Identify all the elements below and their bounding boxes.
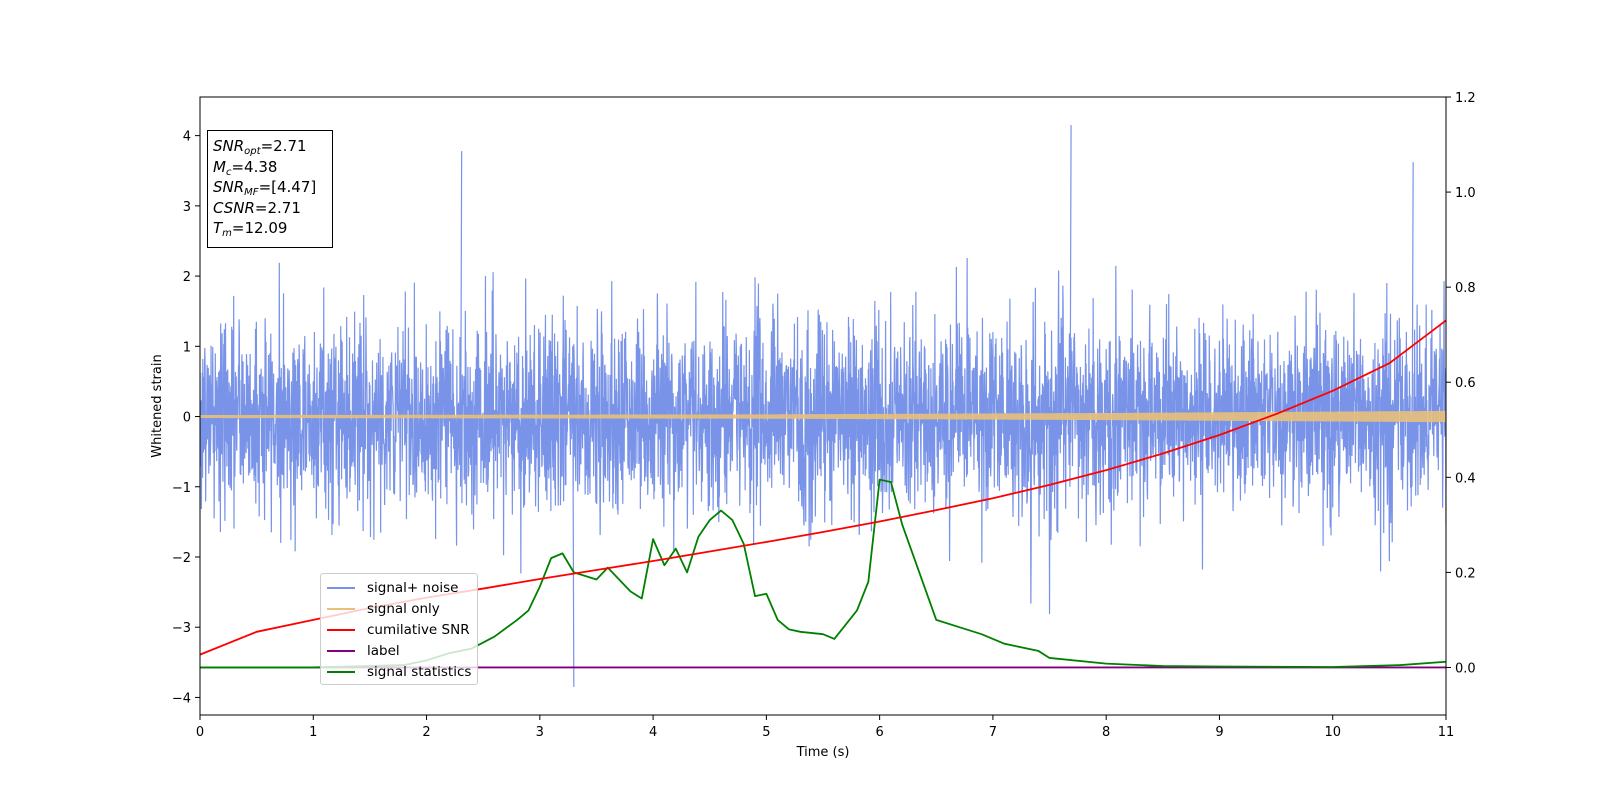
ticks-layer: 0 1 2 3 4 5 6 7 8 9 10 11 −4 −3 −2 −1 0 1 2 3 4 0.0 0.2 0.4 0.6 0… [172, 91, 1476, 740]
x-tick-label: 0 [196, 725, 204, 740]
y2-tick-label: 0.2 [1455, 566, 1476, 581]
legend-entry-cumulative-snr: cumilative SNR [327, 620, 477, 641]
stats-snr-opt: SNRopt=2.71 [213, 137, 307, 157]
legend-label: signal statistics [367, 663, 472, 680]
legend-entry-signal-noise: signal+ noise [327, 578, 477, 599]
y2-tick-label: 1.0 [1455, 186, 1476, 201]
x-tick-label: 7 [989, 725, 997, 740]
legend-entry-signal-only: signal only [327, 599, 477, 620]
legend-swatch [327, 587, 355, 590]
series-signal-only [200, 410, 1446, 423]
x-axis-label: Time (s) [796, 745, 850, 760]
y-tick-label: −2 [172, 551, 191, 566]
legend-swatch [327, 608, 355, 611]
y2-tick-label: 1.2 [1455, 91, 1476, 106]
stats-mc: Mc=4.38 [213, 157, 278, 178]
x-tick-label: 5 [762, 725, 770, 740]
legend-entry-signal-statistics: signal statistics [327, 661, 477, 682]
stats-tm: Tm=12.09 [213, 219, 288, 239]
x-tick-label: 11 [1438, 725, 1455, 740]
y-axis-label: Whitened strain [150, 354, 165, 457]
legend: signal+ noise signal only cumilative SNR… [320, 573, 478, 685]
x-tick-label: 2 [422, 725, 430, 740]
y2-tick-label: 0.6 [1455, 376, 1476, 391]
legend-label: label [367, 642, 400, 659]
legend-swatch [327, 670, 355, 673]
x-tick-label: 9 [1215, 725, 1223, 740]
y-tick-label: 3 [183, 200, 191, 215]
stats-csnr: CSNR=2.71 [213, 198, 301, 217]
y-tick-label: 2 [183, 270, 191, 285]
series-signal-noise [200, 125, 1446, 687]
x-tick-label: 4 [649, 725, 657, 740]
y-tick-label: −3 [172, 621, 191, 636]
y2-tick-label: 0.0 [1455, 661, 1476, 676]
legend-label: cumilative SNR [367, 621, 470, 638]
series-signal-statistics [200, 478, 1446, 669]
y-tick-label: −1 [172, 481, 191, 496]
x-tick-label: 8 [1102, 725, 1110, 740]
x-tick-label: 3 [536, 725, 544, 740]
x-tick-label: 10 [1324, 725, 1341, 740]
y2-tick-label: 0.8 [1455, 281, 1476, 296]
legend-label: signal+ noise [367, 580, 459, 597]
y-tick-label: 4 [183, 130, 191, 145]
stats-box: SNRopt=2.71 Mc=4.38 SNRMF=[4.47] CSNR=2.… [207, 130, 333, 248]
legend-swatch [327, 649, 355, 652]
legend-swatch [327, 628, 355, 631]
x-tick-label: 1 [309, 725, 317, 740]
x-tick-label: 6 [875, 725, 883, 740]
y-tick-label: 0 [183, 411, 191, 426]
plot-frame [199, 96, 1447, 716]
legend-label: signal only [367, 601, 440, 618]
y2-tick-label: 0.4 [1455, 471, 1476, 486]
y-tick-label: 1 [183, 340, 191, 355]
legend-entry-label: label [327, 640, 477, 661]
stats-snr-mf: SNRMF=[4.47] [213, 178, 317, 198]
y-tick-label: −4 [172, 691, 191, 706]
